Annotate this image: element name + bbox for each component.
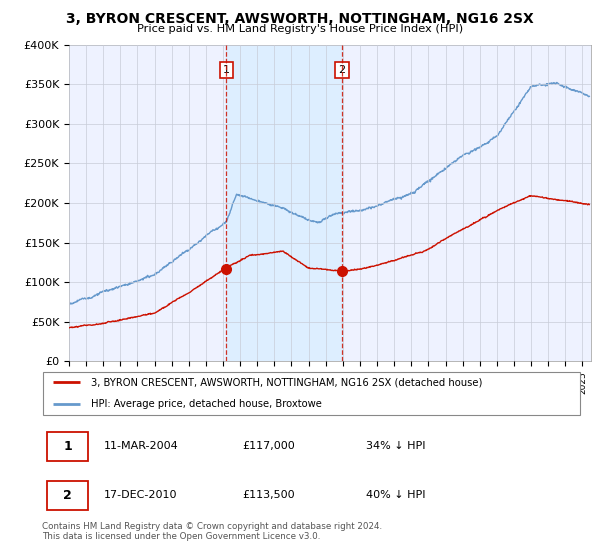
- Text: 3, BYRON CRESCENT, AWSWORTH, NOTTINGHAM, NG16 2SX: 3, BYRON CRESCENT, AWSWORTH, NOTTINGHAM,…: [66, 12, 534, 26]
- Text: Contains HM Land Registry data © Crown copyright and database right 2024.
This d: Contains HM Land Registry data © Crown c…: [42, 522, 382, 542]
- Text: 1: 1: [223, 65, 230, 75]
- Text: £117,000: £117,000: [242, 441, 295, 451]
- FancyBboxPatch shape: [47, 432, 88, 461]
- FancyBboxPatch shape: [47, 480, 88, 510]
- Text: 3, BYRON CRESCENT, AWSWORTH, NOTTINGHAM, NG16 2SX (detached house): 3, BYRON CRESCENT, AWSWORTH, NOTTINGHAM,…: [91, 377, 482, 388]
- Text: 1: 1: [63, 440, 72, 453]
- Text: 40% ↓ HPI: 40% ↓ HPI: [366, 491, 425, 501]
- Text: 2: 2: [338, 65, 346, 75]
- Text: 2: 2: [63, 489, 72, 502]
- Text: £113,500: £113,500: [242, 491, 295, 501]
- Bar: [226, 45, 342, 361]
- Text: 34% ↓ HPI: 34% ↓ HPI: [366, 441, 425, 451]
- Text: 11-MAR-2004: 11-MAR-2004: [104, 441, 179, 451]
- Text: HPI: Average price, detached house, Broxtowe: HPI: Average price, detached house, Brox…: [91, 399, 322, 409]
- Text: Price paid vs. HM Land Registry's House Price Index (HPI): Price paid vs. HM Land Registry's House …: [137, 24, 463, 34]
- FancyBboxPatch shape: [43, 371, 580, 416]
- Text: 17-DEC-2010: 17-DEC-2010: [104, 491, 178, 501]
